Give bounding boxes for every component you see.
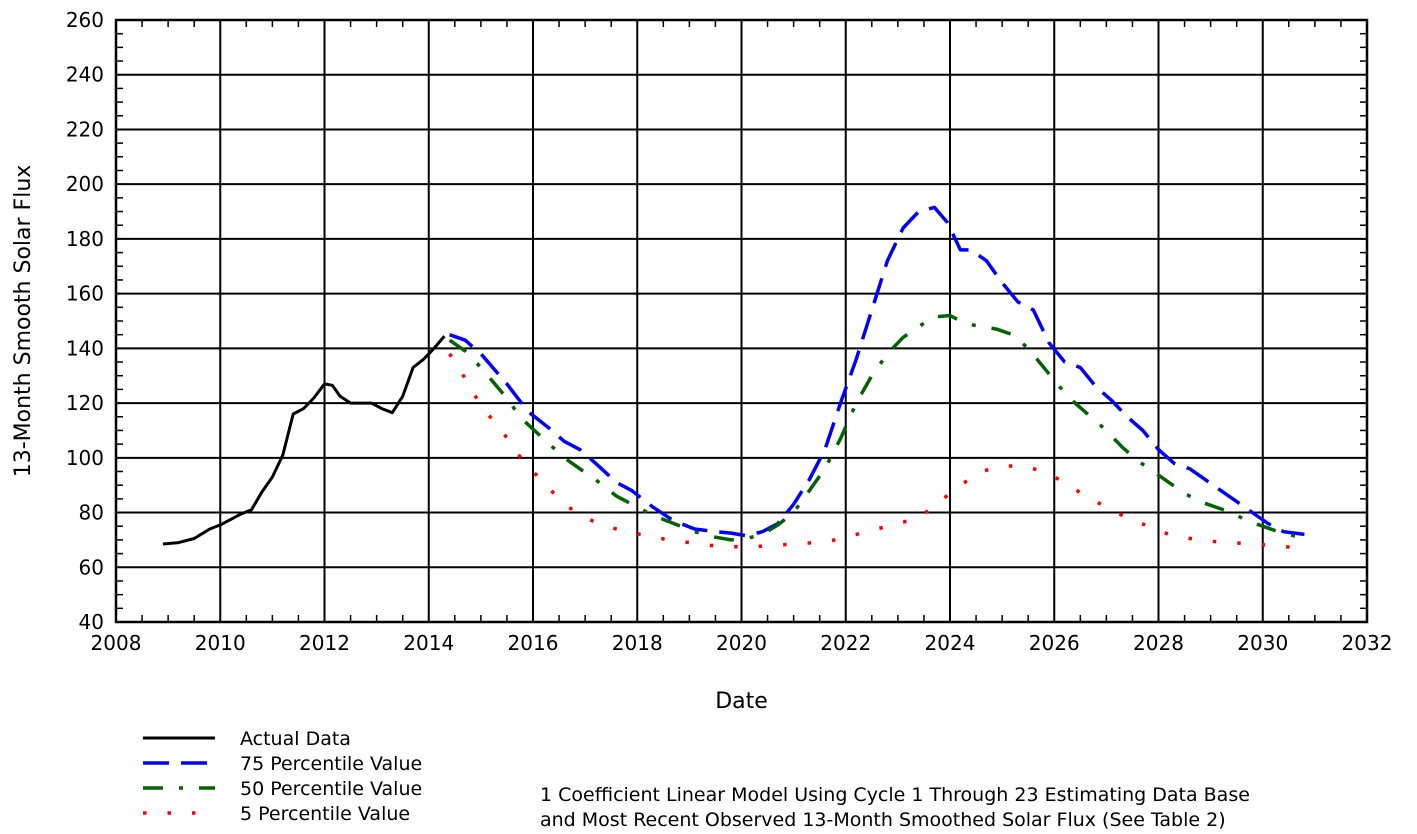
series-line-75-percentile-value bbox=[449, 205, 1305, 538]
y-tick-label: 200 bbox=[66, 172, 104, 196]
tick-labels: 2008 2010 2012 2014 2016 2018 2020 2022 2024 2026… bbox=[66, 8, 1393, 655]
x-tick-label: 2010 bbox=[195, 631, 246, 655]
x-tick-label: 2022 bbox=[820, 631, 871, 655]
y-tick-label: 180 bbox=[66, 227, 104, 251]
y-tick-label: 140 bbox=[66, 336, 104, 360]
y-tick-label: 240 bbox=[66, 63, 104, 87]
y-tick-label: 40 bbox=[79, 610, 104, 634]
y-axis-title: 13-Month Smooth Solar Flux bbox=[11, 165, 36, 478]
legend-label: 5 Percentile Value bbox=[240, 803, 410, 825]
y-tick-label: 80 bbox=[79, 501, 104, 525]
y-tick-label: 60 bbox=[79, 555, 104, 579]
plot-frame bbox=[114, 18, 1369, 624]
x-tick-label: 2014 bbox=[403, 631, 454, 655]
x-tick-label: 2008 bbox=[91, 631, 142, 655]
series-line-5-percentile-value bbox=[448, 352, 1300, 550]
y-tick-label: 120 bbox=[66, 391, 104, 415]
x-axis-title: Date bbox=[715, 689, 768, 714]
legend-label: 50 Percentile Value bbox=[240, 778, 422, 800]
model-note-line-1: 1 Coefficient Linear Model Using Cycle 1… bbox=[540, 784, 1250, 806]
x-tick-label: 2024 bbox=[925, 631, 976, 655]
x-tick-label: 2030 bbox=[1237, 631, 1288, 655]
legend-label: Actual Data bbox=[240, 728, 351, 750]
series-line-actual-data bbox=[162, 335, 446, 546]
x-tick-label: 2012 bbox=[299, 631, 350, 655]
grid bbox=[116, 20, 1367, 622]
x-tick-label: 2028 bbox=[1133, 631, 1184, 655]
legend: Actual Data 75 Percentile Value 50 Percent… bbox=[143, 728, 422, 825]
series-lines bbox=[162, 205, 1305, 550]
x-tick-label: 2020 bbox=[716, 631, 767, 655]
x-tick-label: 2032 bbox=[1342, 631, 1393, 655]
model-note-line-2: and Most Recent Observed 13-Month Smooth… bbox=[540, 809, 1226, 831]
y-tick-label: 160 bbox=[66, 282, 104, 306]
y-tick-label: 220 bbox=[66, 117, 104, 141]
x-tick-label: 2026 bbox=[1029, 631, 1080, 655]
x-tick-label: 2018 bbox=[612, 631, 663, 655]
legend-label: 75 Percentile Value bbox=[240, 753, 422, 775]
y-tick-label: 260 bbox=[66, 8, 104, 32]
series-line-50-percentile-value bbox=[448, 313, 1300, 542]
x-tick-label: 2016 bbox=[508, 631, 559, 655]
y-tick-label: 100 bbox=[66, 446, 104, 470]
